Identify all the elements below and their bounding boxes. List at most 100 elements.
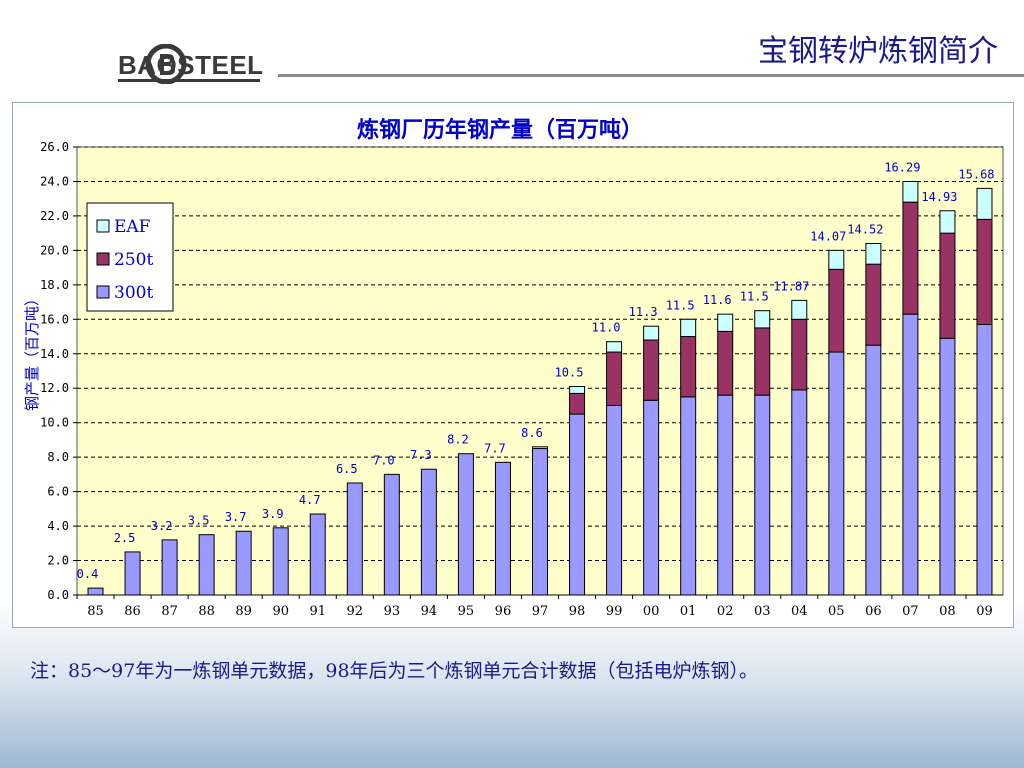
bar-300t bbox=[235, 530, 252, 596]
bar-300t bbox=[865, 344, 882, 596]
legend-swatch bbox=[96, 219, 110, 233]
x-tick-label: 05 bbox=[828, 604, 845, 619]
data-label: 14.93 bbox=[921, 190, 957, 204]
x-tick-label: 89 bbox=[235, 604, 252, 619]
data-label: 11.87 bbox=[773, 279, 809, 293]
data-label: 15.68 bbox=[958, 167, 994, 181]
legend-swatch bbox=[96, 252, 110, 266]
bar-EAF bbox=[976, 187, 993, 220]
x-tick-label: 86 bbox=[124, 604, 141, 619]
y-tick-label: 4.0 bbox=[47, 519, 69, 533]
y-tick-label: 0.0 bbox=[47, 588, 69, 602]
bar-300t bbox=[420, 468, 437, 596]
bar-250t bbox=[791, 318, 808, 391]
legend-label: 250t bbox=[114, 250, 153, 270]
bar-300t bbox=[939, 337, 956, 596]
y-tick-label: 20.0 bbox=[40, 243, 69, 257]
bar-250t bbox=[680, 336, 697, 398]
production-chart: 0.0 2.0 4.0 6.0 8.0 10.0 12.0 14.0 16.0 18.0 20.0 2… bbox=[23, 117, 1004, 619]
bar-EAF bbox=[828, 249, 845, 270]
x-tick-label: 87 bbox=[161, 604, 178, 619]
y-axis-label: 钢产量（百万吨） bbox=[23, 291, 41, 411]
bar-250t bbox=[976, 218, 993, 325]
y-tick-label: 12.0 bbox=[40, 381, 69, 395]
data-label: 14.52 bbox=[847, 222, 883, 236]
bar-250t bbox=[828, 268, 845, 353]
data-label: 3.5 bbox=[188, 514, 210, 528]
bar-250t bbox=[569, 392, 586, 415]
x-tick-label: 98 bbox=[569, 604, 586, 619]
legend-swatch bbox=[96, 285, 110, 299]
bar-300t bbox=[643, 399, 660, 596]
bar-300t bbox=[494, 461, 511, 596]
bar-300t bbox=[532, 448, 548, 596]
bar-EAF bbox=[569, 386, 586, 394]
data-label: 6.5 bbox=[336, 462, 358, 476]
data-label: 11.3 bbox=[629, 305, 658, 319]
bar-EAF bbox=[865, 242, 882, 265]
header-divider bbox=[278, 74, 1024, 77]
bar-EAF bbox=[606, 341, 623, 353]
logo-underline bbox=[118, 79, 260, 82]
bar-300t bbox=[680, 396, 697, 596]
bar-EAF bbox=[532, 446, 548, 450]
y-tick-label: 16.0 bbox=[40, 312, 69, 326]
bar-300t bbox=[791, 389, 808, 596]
y-tick-label: 8.0 bbox=[47, 450, 69, 464]
bar-250t bbox=[643, 339, 660, 401]
bar-300t bbox=[161, 539, 178, 596]
x-tick-label: 02 bbox=[717, 604, 734, 619]
x-tick-label: 00 bbox=[643, 604, 660, 619]
legend: EAF 250t 300t bbox=[86, 202, 174, 312]
bar-250t bbox=[754, 327, 771, 396]
legend-label: EAF bbox=[114, 217, 151, 237]
bar-300t bbox=[606, 404, 623, 596]
x-tick-label: 04 bbox=[791, 604, 808, 619]
x-tick-label: 95 bbox=[458, 604, 475, 619]
y-tick-label: 26.0 bbox=[40, 140, 69, 154]
bar-EAF bbox=[643, 325, 660, 341]
y-tick-label: 10.0 bbox=[40, 416, 69, 430]
data-label: 2.5 bbox=[114, 531, 136, 545]
chart-panel: 0.0 2.0 4.0 6.0 8.0 10.0 12.0 14.0 16.0 18.0 20.0 2… bbox=[12, 102, 1014, 628]
data-label: 11.6 bbox=[703, 293, 732, 307]
x-tick-label: 09 bbox=[976, 604, 993, 619]
bar-EAF bbox=[902, 180, 919, 203]
bar-300t bbox=[717, 394, 734, 596]
bar-300t bbox=[309, 513, 326, 596]
bar-EAF bbox=[754, 310, 771, 329]
bar-EAF bbox=[939, 210, 956, 234]
data-label: 14.07 bbox=[810, 229, 846, 243]
data-label: 7.3 bbox=[410, 448, 432, 462]
bar-300t bbox=[272, 527, 289, 596]
bar-250t bbox=[606, 351, 623, 406]
data-label: 8.6 bbox=[521, 426, 543, 440]
data-label: 11.5 bbox=[740, 290, 769, 304]
baosteel-logo-icon bbox=[145, 44, 187, 84]
x-tick-label: 08 bbox=[939, 604, 956, 619]
x-tick-label: 91 bbox=[309, 604, 326, 619]
bar-300t bbox=[902, 313, 919, 596]
bar-250t bbox=[865, 263, 882, 346]
y-tick-label: 22.0 bbox=[40, 209, 69, 223]
x-tick-label: 07 bbox=[902, 604, 919, 619]
y-tick-label: 14.0 bbox=[40, 347, 69, 361]
bar-300t bbox=[383, 473, 400, 596]
bar-300t bbox=[457, 453, 474, 596]
x-tick-label: 93 bbox=[384, 604, 401, 619]
bar-300t bbox=[124, 551, 141, 596]
x-tick-label: 99 bbox=[606, 604, 623, 619]
data-label: 11.5 bbox=[666, 298, 695, 312]
page-title: 宝钢转炉炼钢简介 bbox=[758, 34, 998, 69]
bar-250t bbox=[939, 232, 956, 339]
x-tick-label: 96 bbox=[495, 604, 512, 619]
logo-text: BAOSTEEL bbox=[118, 50, 264, 80]
bar-300t bbox=[976, 323, 993, 596]
bar-300t bbox=[198, 534, 215, 596]
y-tick-label: 6.0 bbox=[47, 485, 69, 499]
y-tick-label: 24.0 bbox=[40, 174, 69, 188]
x-tick-label: 94 bbox=[421, 604, 438, 619]
bar-250t bbox=[717, 330, 734, 396]
bar-300t bbox=[754, 394, 771, 596]
y-tick-label: 2.0 bbox=[47, 554, 69, 568]
